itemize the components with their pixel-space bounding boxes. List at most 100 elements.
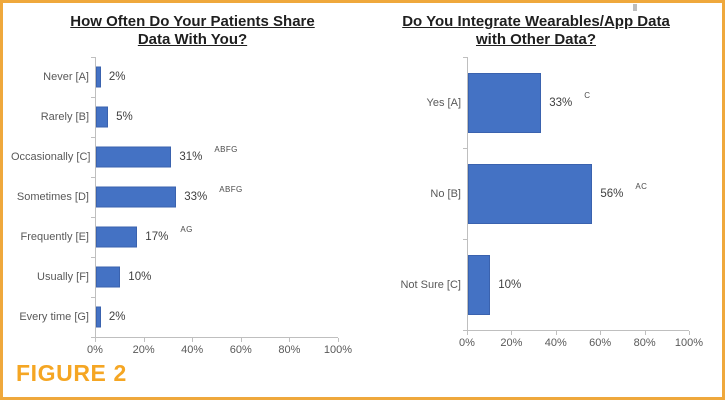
value-label: 33% ABFG <box>184 185 242 203</box>
y-axis-tick <box>463 57 467 58</box>
y-axis-tick <box>463 148 467 149</box>
y-axis-tick <box>91 257 95 258</box>
bar-track: 2% <box>95 297 338 337</box>
value-label: 31% ABFG <box>179 145 237 163</box>
bar-track: 31% ABFG <box>95 137 338 177</box>
bar-row: Occasionally [C] 31% ABFG <box>11 137 338 177</box>
y-axis-tick <box>463 239 467 240</box>
significance-superscript: C <box>584 90 591 100</box>
y-axis-tick <box>91 137 95 138</box>
x-tick-label: 60% <box>229 344 252 356</box>
value-text: 10% <box>128 271 152 283</box>
screenshot-artifact <box>633 4 637 11</box>
x-tick-label: 100% <box>323 344 353 356</box>
bar <box>96 226 138 248</box>
bar-row: Every time [G] 2% <box>11 297 338 337</box>
category-label: Usually [F] <box>37 271 89 283</box>
bar-row: Never [A] 2% <box>11 57 338 97</box>
significance-superscript: ABFG <box>219 185 243 194</box>
category-label: Occasionally [C] <box>11 151 91 163</box>
category-label: Never [A] <box>43 71 89 83</box>
significance-superscript: AG <box>180 225 193 234</box>
x-axis-tick <box>555 331 557 335</box>
value-text: 5% <box>116 111 133 123</box>
x-tick-label: 60% <box>589 337 612 349</box>
bar <box>468 72 542 133</box>
value-label: 10% <box>498 279 521 291</box>
chart-title-line1: Do You Integrate Wearables/App Data <box>402 13 670 30</box>
bar-track: 10% <box>467 239 689 330</box>
significance-superscript: ABFG <box>214 145 238 154</box>
x-axis: 0% 20% 40% 60% 80% 100% <box>459 330 703 356</box>
x-axis-tick <box>95 338 96 342</box>
bar <box>96 66 101 88</box>
x-axis-tick <box>600 331 602 335</box>
x-axis-tick <box>689 331 690 335</box>
x-axis-tick <box>467 331 468 335</box>
value-text: 10% <box>498 278 522 291</box>
bar-track: 33% ABFG <box>95 177 338 217</box>
category-label: Rarely [B] <box>40 111 89 123</box>
bar-track: 17% AG <box>95 217 338 257</box>
x-axis: 0% 20% 40% 60% 80% 100% <box>87 337 352 363</box>
y-axis-tick <box>91 57 95 58</box>
x-axis-tick <box>192 338 194 342</box>
y-axis-tick <box>91 337 95 338</box>
chart-title-line2: with Other Data? <box>475 31 596 48</box>
x-axis-tick <box>644 331 646 335</box>
bar <box>468 163 593 224</box>
plot-rows: Yes [A] 33% C No [B] 56% AC Not Sure [C] 10% <box>383 57 689 330</box>
category-label: Yes [A] <box>426 96 461 109</box>
value-label: 33% C <box>549 91 590 109</box>
x-tick-label: 80% <box>278 344 301 356</box>
x-axis-tick <box>338 338 339 342</box>
chart-title: Do You Integrate Wearables/App Data with… <box>383 13 689 49</box>
y-axis-tick <box>91 177 95 178</box>
value-label: 5% <box>116 111 133 123</box>
bar <box>96 266 121 288</box>
value-text: 31% <box>179 151 203 163</box>
x-tick-label: 20% <box>132 344 155 356</box>
bar <box>468 254 491 315</box>
x-axis-tick <box>143 338 145 342</box>
y-axis-tick <box>91 297 95 298</box>
plot-body: Never [A] 2% Rarely [B] 5% Occasionally [C] 3… <box>11 57 338 338</box>
value-label: 2% <box>109 311 126 323</box>
bar <box>96 186 177 208</box>
category-label: No [B] <box>430 187 461 200</box>
bar-track: 2% <box>95 57 338 97</box>
x-axis-tick <box>240 338 242 342</box>
bar-track: 10% <box>95 257 338 297</box>
bar-row: Not Sure [C] 10% <box>383 239 689 330</box>
value-text: 2% <box>108 71 126 83</box>
y-axis-tick <box>91 97 95 98</box>
x-tick-label: 0% <box>87 344 103 356</box>
bar-row: Rarely [B] 5% <box>11 97 338 137</box>
y-axis-tick <box>91 217 95 218</box>
category-label: Frequently [E] <box>20 231 89 243</box>
bar-track: 5% <box>95 97 338 137</box>
chart-integrate-wearables: Do You Integrate Wearables/App Data with… <box>383 9 703 356</box>
bar-track: 56% AC <box>467 148 689 239</box>
value-label: 17% AG <box>145 225 192 243</box>
value-text: 56% <box>600 187 624 200</box>
bar <box>96 106 109 128</box>
value-text: 2% <box>108 311 126 323</box>
chart-title: How Often Do Your Patients Share Data Wi… <box>11 13 338 49</box>
value-label: 56% AC <box>600 182 647 200</box>
y-axis-line <box>467 57 468 330</box>
plot-body: Yes [A] 33% C No [B] 56% AC Not Sure [C] 10% <box>383 57 689 331</box>
category-label: Every time [G] <box>19 311 89 323</box>
bar-row: Sometimes [D] 33% ABFG <box>11 177 338 217</box>
bar <box>96 306 101 328</box>
bar-row: Yes [A] 33% C <box>383 57 689 148</box>
y-axis-line <box>95 57 96 337</box>
bar-row: Frequently [E] 17% AG <box>11 217 338 257</box>
significance-superscript: AC <box>635 181 648 191</box>
x-axis-tick <box>511 331 513 335</box>
value-text: 17% <box>145 231 169 243</box>
x-tick-label: 0% <box>459 337 475 349</box>
value-label: 10% <box>128 271 151 283</box>
bar-row: No [B] 56% AC <box>383 148 689 239</box>
value-text: 33% <box>549 96 573 109</box>
